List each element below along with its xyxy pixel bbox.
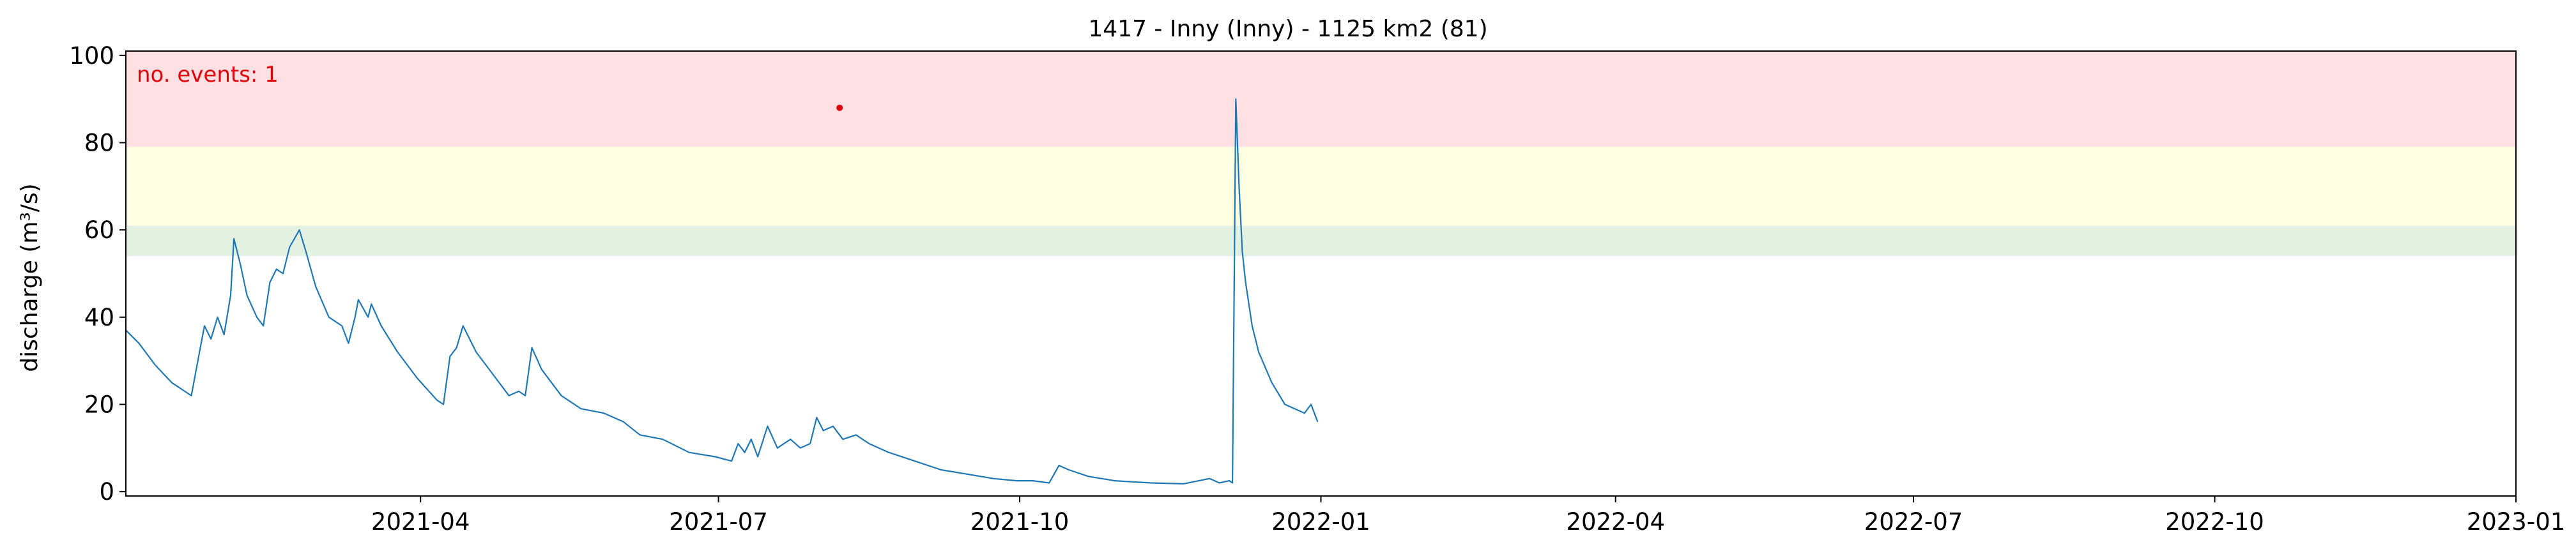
y-tick-label: 80 <box>84 130 114 157</box>
y-tick-label: 60 <box>84 216 114 244</box>
y-tick-label: 0 <box>99 478 114 506</box>
y-tick-label: 20 <box>84 391 114 419</box>
threshold-band-low <box>126 225 2516 257</box>
x-tick-label: 2022-07 <box>1864 508 1963 536</box>
threshold-bands <box>126 51 2516 257</box>
x-tick-label: 2021-04 <box>371 508 470 536</box>
y-axis-label: discharge (m³/s) <box>17 183 43 372</box>
x-tick-label: 2021-07 <box>669 508 768 536</box>
threshold-band-high <box>126 51 2516 147</box>
y-tick-label: 40 <box>84 304 114 331</box>
x-tick-label: 2021-10 <box>970 508 1070 536</box>
events-count-annotation: no. events: 1 <box>137 62 279 87</box>
x-tick-label: 2022-01 <box>1271 508 1370 536</box>
chart-title: 1417 - Inny (Inny) - 1125 km2 (81) <box>1088 16 1487 42</box>
threshold-band-medium <box>126 147 2516 226</box>
x-tick-label: 2022-04 <box>1566 508 1665 536</box>
event-marker <box>836 104 843 111</box>
x-axis: 2021-04 2021-07 2021-10 2022-01 2022-04 2022-… <box>371 496 2565 536</box>
event-markers <box>836 104 843 111</box>
discharge-line <box>125 98 1319 485</box>
x-tick-label: 2022-10 <box>2165 508 2264 536</box>
y-tick-label: 100 <box>69 42 114 70</box>
x-tick-label: 2023-01 <box>2467 508 2566 536</box>
y-axis: 0 20 40 60 80 100 <box>69 42 126 506</box>
